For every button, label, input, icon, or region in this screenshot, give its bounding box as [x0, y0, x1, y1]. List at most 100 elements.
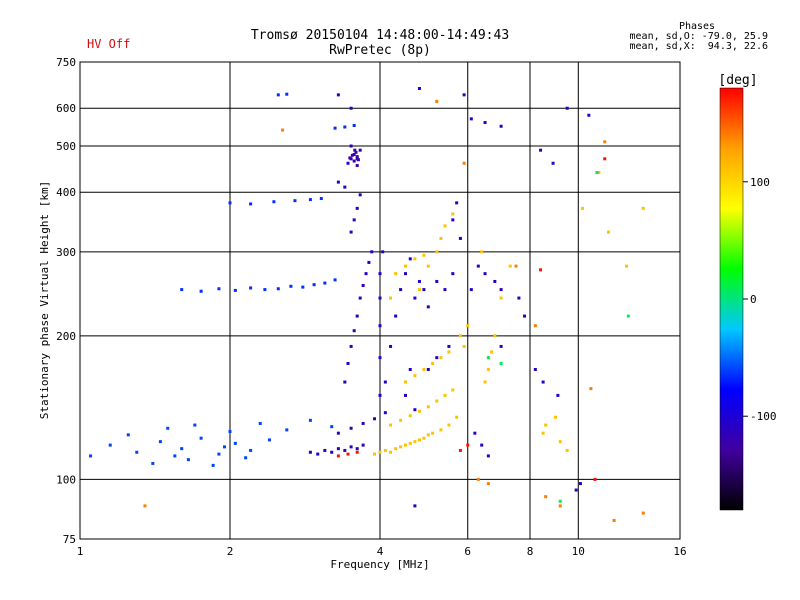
data-point: [355, 155, 359, 159]
x-tick-label: 2: [227, 545, 234, 558]
data-point: [517, 296, 521, 300]
data-point: [355, 206, 359, 210]
data-point: [499, 361, 503, 365]
data-point: [276, 287, 280, 291]
data-point: [403, 443, 407, 447]
data-point: [476, 477, 480, 481]
data-point: [486, 356, 490, 360]
data-point: [358, 148, 362, 152]
data-point: [439, 236, 443, 240]
data-point: [403, 264, 407, 268]
data-point: [383, 448, 387, 452]
data-point: [158, 440, 162, 444]
data-point: [355, 314, 359, 318]
data-point: [558, 499, 562, 503]
data-point: [455, 201, 459, 205]
data-point: [426, 405, 430, 409]
data-point: [233, 288, 237, 292]
data-point: [383, 411, 387, 415]
data-point: [458, 334, 462, 338]
data-point: [447, 423, 451, 427]
data-point: [458, 448, 462, 452]
data-point: [413, 374, 417, 378]
data-point: [355, 450, 359, 454]
y-tick-label: 100: [56, 473, 76, 486]
data-point: [186, 458, 190, 462]
data-point: [370, 250, 374, 254]
data-point: [330, 425, 334, 429]
data-point: [389, 296, 393, 300]
data-point: [403, 272, 407, 276]
data-point: [346, 361, 350, 365]
data-point: [408, 414, 412, 418]
data-point: [486, 367, 490, 371]
chart-title: Tromsø 20150104 14:48:00-14:49:43 RwPret…: [210, 28, 550, 58]
x-tick-label: 1: [77, 545, 84, 558]
data-point: [641, 511, 645, 515]
phases-o-line: mean, sd,O: -79.0, 25.9: [629, 31, 768, 42]
chart-title-line1: Tromsø 20150104 14:48:00-14:49:43: [250, 28, 510, 43]
data-point: [336, 93, 340, 97]
data-point: [408, 257, 412, 261]
data-point: [199, 436, 203, 440]
data-point: [349, 230, 353, 234]
data-point: [330, 450, 334, 454]
data-point: [469, 117, 473, 121]
data-point: [352, 218, 356, 222]
data-point: [431, 431, 435, 435]
data-point: [336, 180, 340, 184]
data-point: [565, 106, 569, 110]
data-point: [603, 157, 607, 161]
data-point: [451, 212, 455, 216]
data-point: [211, 463, 215, 467]
y-tick-label: 600: [56, 102, 76, 115]
data-point: [354, 150, 358, 154]
data-point: [89, 454, 93, 458]
data-point: [607, 230, 611, 234]
data-point: [455, 415, 459, 419]
data-point: [173, 454, 177, 458]
grid-lines: [80, 62, 680, 539]
data-point: [539, 148, 543, 152]
data-point: [462, 93, 466, 97]
data-point: [333, 278, 337, 282]
data-point: [352, 159, 356, 163]
x-tick-labels: 1 2 4 6 8 10 16: [77, 545, 687, 558]
x-tick-label: 6: [464, 545, 471, 558]
x-tick-label: 16: [673, 545, 686, 558]
data-point: [308, 198, 312, 202]
data-point: [558, 440, 562, 444]
data-point: [447, 344, 451, 348]
data-point: [523, 314, 527, 318]
data-point: [641, 206, 645, 210]
data-point: [348, 156, 352, 160]
data-point: [349, 106, 353, 110]
data-point: [422, 253, 426, 257]
data-point: [447, 350, 451, 354]
data-point: [558, 504, 562, 508]
y-tick-label: 750: [56, 56, 76, 69]
data-point: [349, 144, 353, 148]
data-point: [426, 305, 430, 309]
x-tick-label: 10: [572, 545, 585, 558]
data-point: [469, 288, 473, 292]
data-point: [431, 361, 435, 365]
data-point: [166, 426, 170, 430]
data-point: [367, 260, 371, 264]
data-point: [336, 447, 340, 451]
data-point: [483, 272, 487, 276]
data-point: [408, 441, 412, 445]
data-point: [589, 387, 593, 391]
data-point: [486, 482, 490, 486]
data-point: [626, 314, 630, 318]
data-point: [373, 417, 377, 421]
data-point: [399, 445, 403, 449]
data-point: [378, 356, 382, 360]
data-point: [389, 423, 393, 427]
data-point: [451, 218, 455, 222]
data-point: [180, 288, 184, 292]
data-point: [439, 356, 443, 360]
data-point: [364, 272, 368, 276]
x-tick-label: 8: [527, 545, 534, 558]
